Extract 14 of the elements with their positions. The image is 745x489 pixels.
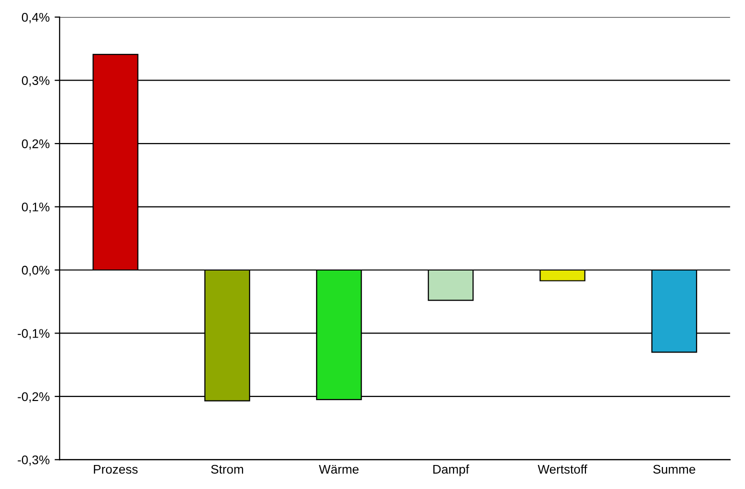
y-tick-label: -0,3% [18, 455, 50, 466]
x-tick-label: Wertstoff [538, 464, 588, 474]
y-tick-label: 0,1% [22, 202, 50, 213]
y-tick-label: 0,2% [22, 139, 50, 150]
x-tick-label: Dampf [433, 464, 470, 476]
y-tick-label: 0,4% [22, 12, 50, 24]
x-tick-label: Strom [211, 464, 244, 474]
x-tick-label: Prozess [94, 464, 138, 474]
y-tick-label: -0,1% [18, 329, 50, 340]
y-tick-label: -0,2% [18, 392, 50, 403]
y-tick-label: 0,0% [22, 266, 50, 276]
x-tick-label: Summe [653, 464, 696, 474]
x-tick-label: Wärme [318, 464, 359, 474]
y-tick-label: 0,3% [22, 76, 50, 86]
